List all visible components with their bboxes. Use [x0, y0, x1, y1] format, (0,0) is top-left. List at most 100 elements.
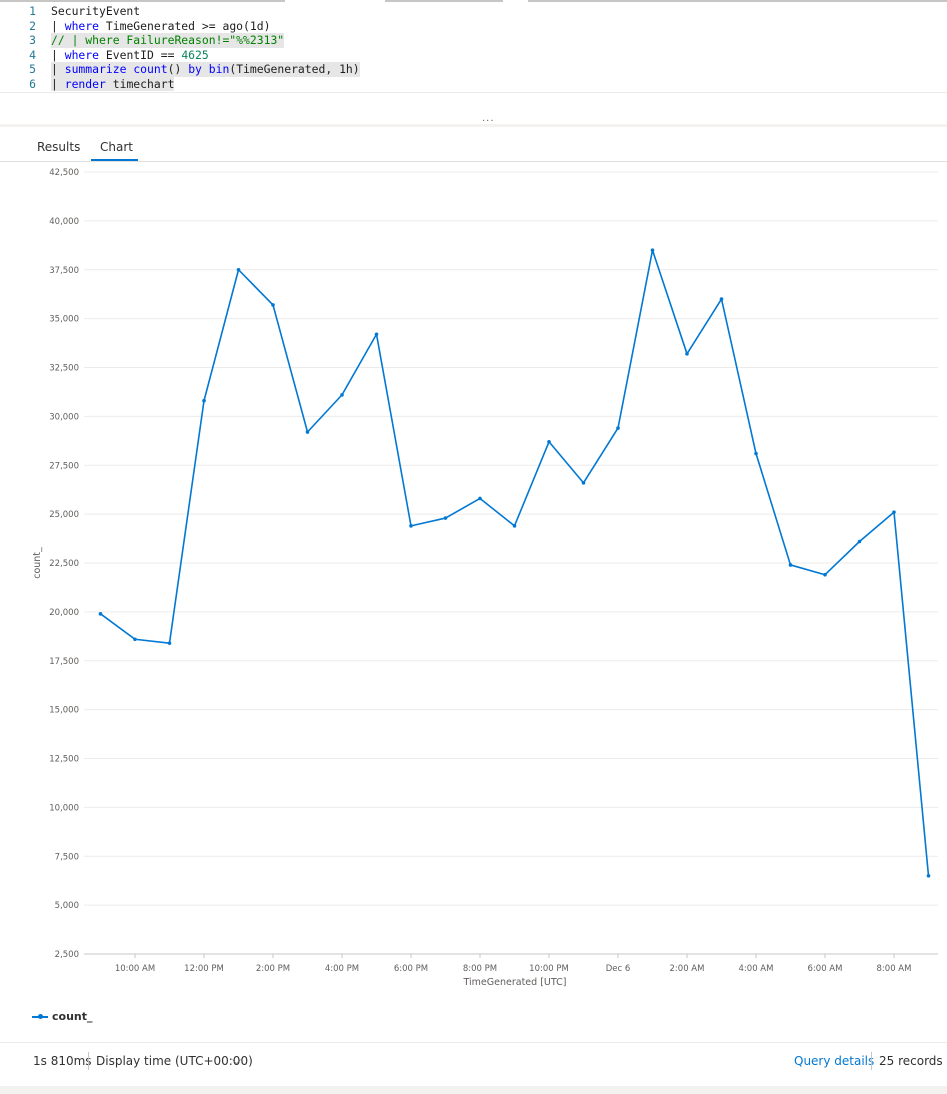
y-tick-label: 35,000	[49, 315, 79, 325]
line-number: 3	[29, 33, 36, 47]
data-point[interactable]	[581, 481, 586, 485]
x-tick-label: 2:00 AM	[670, 964, 705, 974]
x-tick-label: Dec 6	[606, 964, 631, 974]
timechart: 2,500 5,000 7,500 10,000 12,500 15,000 17,500 2…	[32, 168, 938, 988]
code-token: summarize	[64, 62, 127, 76]
x-tick-label: 8:00 PM	[463, 964, 497, 974]
x-tick-label: 2:00 PM	[256, 964, 290, 974]
data-point[interactable]	[374, 332, 379, 337]
data-point[interactable]	[547, 439, 551, 444]
data-point[interactable]	[754, 451, 758, 456]
code-token: (TimeGenerated, 1h)	[229, 62, 360, 76]
code-token: count	[133, 62, 168, 76]
legend-marker-icon	[38, 1014, 43, 1019]
code-token: TimeGenerated >= ago(1d)	[99, 18, 271, 33]
data-point[interactable]	[650, 248, 655, 252]
data-point[interactable]	[167, 641, 172, 645]
editor-divider	[0, 92, 947, 93]
code-token: EventID ==	[99, 47, 182, 62]
record-count: 25 records	[879, 1054, 943, 1068]
y-tick-label: 2,500	[55, 950, 79, 960]
data-point[interactable]	[788, 563, 793, 567]
active-tab-indicator	[91, 159, 138, 161]
x-tick-label: 6:00 PM	[394, 964, 428, 974]
y-tick-label: 37,500	[49, 266, 79, 276]
code-text: // | where FailureReason!="%%2313"	[51, 33, 285, 48]
data-point[interactable]	[926, 874, 931, 878]
data-point[interactable]	[133, 637, 137, 642]
data-point[interactable]	[202, 398, 206, 403]
data-point[interactable]	[478, 496, 482, 501]
code-token: SecurityEvent	[51, 4, 141, 18]
y-tick-label: 20,000	[49, 608, 79, 618]
data-point[interactable]	[823, 572, 827, 577]
x-tick-label: 12:00 PM	[184, 964, 224, 974]
code-token: |	[51, 62, 65, 76]
display-time-dropdown[interactable]: Display time (UTC+00:00)	[96, 1054, 253, 1068]
code-token: by	[188, 62, 202, 76]
y-tick-label: 17,500	[49, 657, 79, 667]
x-tick-label: 10:00 AM	[115, 964, 155, 974]
x-tick-label: 10:00 PM	[529, 964, 569, 974]
separator	[871, 1052, 872, 1070]
tab-results[interactable]: Results	[37, 140, 81, 154]
x-tick-label: 4:00 PM	[325, 964, 359, 974]
data-point[interactable]	[340, 393, 344, 397]
chevron-down-icon[interactable]: ⌵	[232, 1053, 242, 1067]
data-point[interactable]	[236, 267, 241, 272]
y-tick-label: 42,500	[49, 168, 79, 178]
separator	[88, 1052, 89, 1070]
code-token: ()	[167, 62, 189, 76]
pane-splitter[interactable]	[0, 124, 947, 127]
y-tick-label: 30,000	[49, 412, 79, 422]
code-text: | where TimeGenerated >= ago(1d)	[51, 19, 270, 34]
y-tick-label: 15,000	[49, 706, 79, 716]
code-token: 4625	[181, 47, 209, 62]
y-tick-label: 10,000	[49, 803, 79, 813]
code-token	[202, 62, 209, 76]
code-token: where	[64, 47, 100, 62]
code-token: bin	[208, 62, 230, 76]
code-token: // | where FailureReason!="%%2313"	[51, 33, 285, 47]
code-text: | summarize count() by bin(TimeGenerated…	[51, 62, 360, 77]
data-point[interactable]	[616, 426, 620, 430]
data-point[interactable]	[443, 516, 448, 520]
query-details-link[interactable]: Query details	[794, 1054, 875, 1068]
footer-divider	[0, 1042, 947, 1043]
x-tick-label: 6:00 AM	[808, 964, 843, 974]
y-axis-title: count_	[32, 547, 43, 579]
code-token: where	[64, 18, 100, 33]
line-number: 4	[29, 47, 36, 62]
data-point[interactable]	[512, 524, 517, 528]
legend-label: count_	[52, 1010, 93, 1023]
data-point[interactable]	[719, 297, 724, 301]
result-tabs: Results Chart	[0, 134, 947, 162]
y-tick-label: 25,000	[49, 510, 79, 520]
query-duration: 1s 810ms	[33, 1054, 92, 1068]
x-tick-label: 8:00 AM	[877, 964, 912, 974]
line-number: 6	[29, 76, 36, 91]
line-number: 5	[29, 62, 36, 76]
data-point[interactable]	[98, 612, 103, 616]
code-token: timechart	[105, 76, 175, 91]
data-point[interactable]	[857, 539, 862, 544]
top-strip	[0, 0, 947, 2]
y-tick-label: 7,500	[55, 852, 79, 862]
data-point[interactable]	[305, 430, 310, 434]
status-bar: 1s 810ms Display time (UTC+00:00) ⌵ Quer…	[0, 1052, 947, 1072]
y-tick-label: 27,500	[49, 461, 79, 471]
code-text: | render timechart	[51, 76, 175, 91]
data-point[interactable]	[271, 303, 275, 307]
code-token: render	[64, 76, 106, 91]
x-tick-label: 4:00 AM	[739, 964, 774, 974]
data-point[interactable]	[892, 510, 896, 514]
tab-chart[interactable]: Chart	[100, 140, 133, 154]
line-number: 1	[29, 4, 36, 18]
query-editor[interactable]: 1 SecurityEvent 2 | where TimeGenerated >= …	[0, 4, 947, 92]
y-tick-label: 40,000	[49, 217, 79, 227]
y-tick-label: 32,500	[49, 364, 79, 374]
splitter-grip-icon[interactable]: ···	[482, 116, 495, 127]
data-point[interactable]	[409, 524, 413, 528]
code-text: SecurityEvent	[51, 4, 140, 19]
data-point[interactable]	[685, 352, 689, 356]
